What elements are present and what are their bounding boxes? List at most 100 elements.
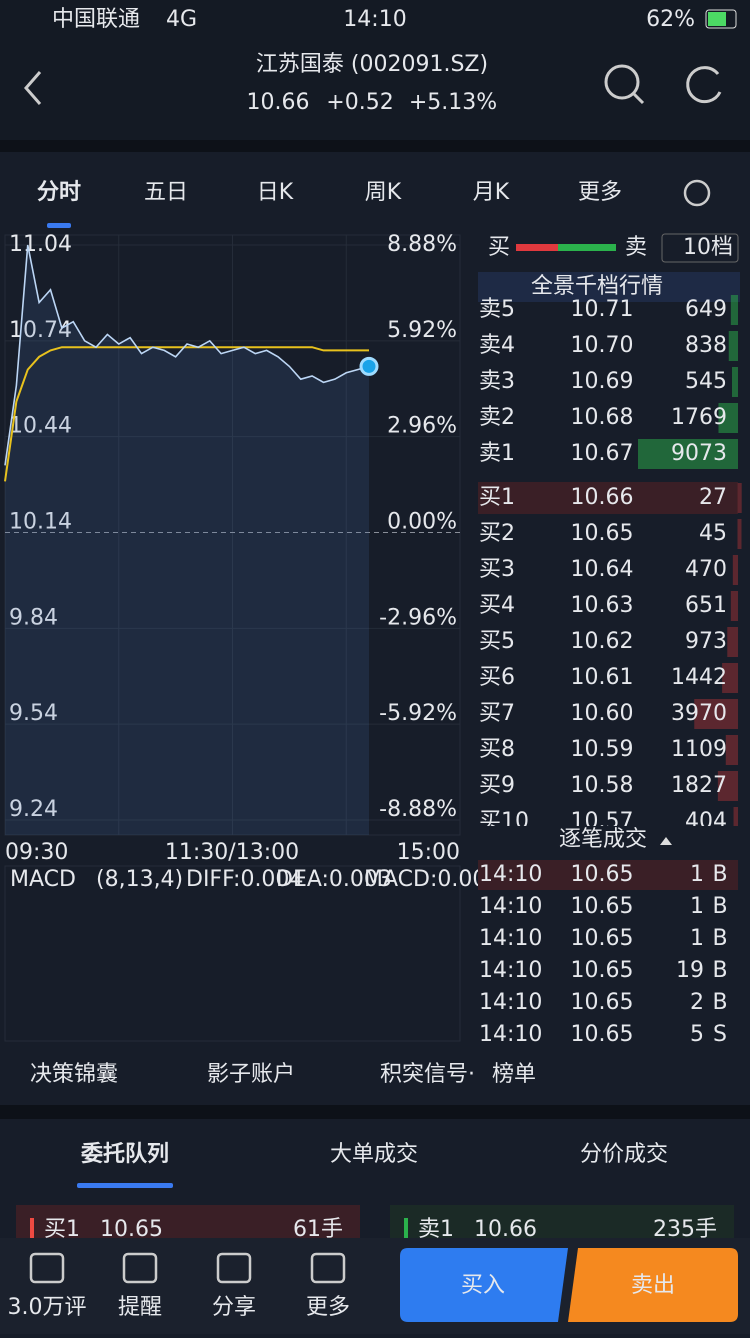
- level-label: 卖4: [479, 333, 515, 358]
- trade-price: 10.65: [571, 990, 634, 1015]
- bottom-tab[interactable]: 分价成交: [580, 1142, 668, 1167]
- tab[interactable]: 分时: [37, 180, 81, 205]
- panorama-link[interactable]: 全景千档行情: [531, 274, 663, 299]
- y2-tick-label: 8.88%: [387, 232, 457, 257]
- search-icon: [632, 92, 645, 105]
- depth-bar: [722, 663, 738, 693]
- refresh-icon[interactable]: [686, 66, 722, 104]
- tab[interactable]: 周K: [365, 180, 402, 205]
- macd-selector[interactable]: MACD: [10, 867, 76, 892]
- level-volume: 973: [685, 629, 727, 654]
- y-tick-label: 9.24: [9, 797, 58, 822]
- level-label: 卖3: [479, 369, 515, 394]
- trade-volume: 1: [690, 894, 704, 919]
- depth-bar: [727, 627, 738, 657]
- queue-volume: 61手: [293, 1217, 343, 1242]
- macd-params: (8,13,4): [96, 867, 183, 892]
- bottom-tab[interactable]: 委托队列: [81, 1142, 169, 1167]
- macd-dea: DEA:0.003: [276, 867, 392, 892]
- level-price: 10.70: [571, 333, 634, 358]
- nav-label[interactable]: 分享: [212, 1295, 256, 1320]
- link[interactable]: 积突信号·: [380, 1062, 475, 1087]
- carrier: 中国联通: [52, 7, 140, 32]
- depth-bar: [733, 807, 738, 837]
- row-highlight: [478, 482, 738, 514]
- levels-button[interactable]: [661, 233, 739, 263]
- level-label: 买8: [479, 737, 515, 762]
- buy-button[interactable]: [400, 1248, 568, 1322]
- nav-label[interactable]: 3.0万评: [8, 1295, 87, 1320]
- macd-frame: [4, 865, 461, 1042]
- link[interactable]: 决策锦囊: [30, 1062, 118, 1087]
- nav-icon[interactable]: [310, 1252, 346, 1284]
- depth-bar: [730, 591, 738, 621]
- level-price: 10.64: [571, 557, 634, 582]
- depth-bar: [694, 699, 738, 729]
- trade-volume: 19: [676, 958, 704, 983]
- trade-volume: 2: [690, 990, 704, 1015]
- buy-label: 买入: [461, 1273, 505, 1298]
- back-button[interactable]: [24, 71, 42, 105]
- current-dot: [359, 356, 379, 376]
- nav-icon[interactable]: [29, 1252, 65, 1284]
- price-area: [5, 245, 369, 835]
- sell-button[interactable]: [568, 1248, 738, 1322]
- depth-bar: [732, 555, 738, 585]
- level-volume: 1827: [671, 773, 727, 798]
- depth-bar: [730, 295, 738, 325]
- bottom-tab[interactable]: 大单成交: [330, 1142, 418, 1167]
- link[interactable]: 影子账户: [207, 1062, 295, 1087]
- x-label: 09:30: [5, 840, 68, 865]
- tab[interactable]: 月K: [473, 180, 510, 205]
- search-icon[interactable]: [604, 64, 640, 100]
- level-volume: 545: [685, 369, 727, 394]
- time: 14:10: [343, 7, 406, 32]
- nav-icon[interactable]: [216, 1252, 252, 1284]
- tab[interactable]: 五日: [144, 180, 188, 205]
- nav-icon[interactable]: [122, 1252, 158, 1284]
- level-label: 买9: [479, 773, 515, 798]
- level-volume: 470: [685, 557, 727, 582]
- section-bg: [478, 826, 740, 856]
- trade-side: B: [712, 926, 727, 951]
- level-price: 10.58: [571, 773, 634, 798]
- row-highlight: [478, 860, 738, 890]
- level-price: 10.62: [571, 629, 634, 654]
- battery-icon: [705, 9, 737, 29]
- macd-diff: DIFF:0.004: [186, 867, 303, 892]
- trade-price: 10.65: [571, 1022, 634, 1047]
- level-price: 10.60: [571, 701, 634, 726]
- level-volume: 3970: [671, 701, 727, 726]
- tab[interactable]: 更多: [578, 180, 622, 205]
- header-bg: [0, 0, 750, 140]
- trade-time: 14:10: [479, 1022, 542, 1047]
- sell-label: 卖: [625, 235, 647, 260]
- level-volume: 1442: [671, 665, 727, 690]
- nav-label[interactable]: 更多: [306, 1295, 350, 1320]
- ratio-bar: [558, 244, 616, 251]
- settings-icon[interactable]: [683, 179, 711, 207]
- queue-bg: [16, 1205, 360, 1238]
- y2-tick-label: -2.96%: [379, 605, 457, 630]
- trade-time: 14:10: [479, 926, 542, 951]
- price-line: [4, 244, 370, 466]
- tab-indicator: [77, 1183, 173, 1188]
- tab[interactable]: 日K: [257, 180, 294, 205]
- link[interactable]: 榜单: [492, 1062, 536, 1087]
- y-tick-label: 10.44: [9, 414, 72, 439]
- nav-label[interactable]: 提醒: [118, 1295, 162, 1320]
- divider: [0, 140, 750, 152]
- level-price: 10.67: [571, 441, 634, 466]
- y2-tick-label: 0.00%: [387, 510, 457, 535]
- level-volume: 1769: [671, 405, 727, 430]
- trade-side: B: [712, 862, 727, 887]
- level-label: 买4: [479, 593, 515, 618]
- trade-time: 14:10: [479, 894, 542, 919]
- x-label: 11:30/13:00: [165, 840, 299, 865]
- trade-side: B: [712, 894, 727, 919]
- queue-price: 10.65: [100, 1217, 163, 1242]
- buy-label: 买: [488, 235, 510, 260]
- level-price: 10.59: [571, 737, 634, 762]
- queue-marker: [404, 1218, 408, 1238]
- avg-line: [4, 346, 369, 482]
